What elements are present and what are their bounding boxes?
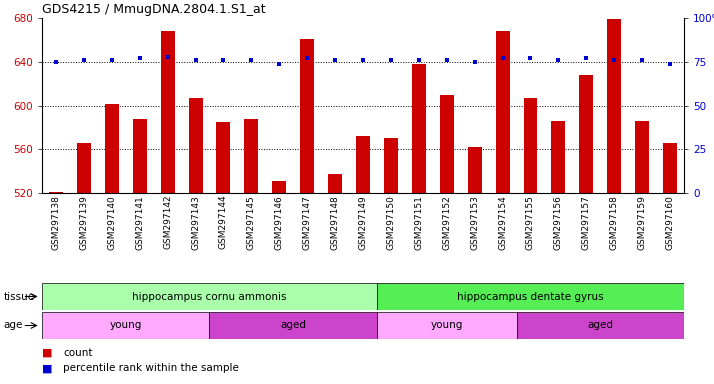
Point bbox=[190, 57, 201, 63]
Point bbox=[246, 57, 257, 63]
Bar bbox=[77, 143, 91, 193]
Bar bbox=[42, 312, 209, 339]
Text: GSM297141: GSM297141 bbox=[135, 195, 144, 250]
Point bbox=[413, 57, 425, 63]
Text: aged: aged bbox=[587, 321, 613, 331]
Bar bbox=[663, 143, 677, 193]
Bar bbox=[105, 104, 119, 193]
Point bbox=[134, 55, 146, 61]
Bar bbox=[551, 121, 565, 193]
Point bbox=[525, 55, 536, 61]
Point bbox=[636, 57, 648, 63]
Point bbox=[608, 57, 620, 63]
Text: GSM297155: GSM297155 bbox=[526, 195, 535, 250]
Point bbox=[218, 57, 229, 63]
Bar bbox=[244, 119, 258, 193]
Text: aged: aged bbox=[280, 321, 306, 331]
Bar bbox=[42, 283, 377, 310]
Text: GSM297153: GSM297153 bbox=[470, 195, 479, 250]
Bar bbox=[209, 312, 377, 339]
Text: GSM297142: GSM297142 bbox=[163, 195, 172, 249]
Bar bbox=[49, 192, 63, 193]
Text: GSM297158: GSM297158 bbox=[610, 195, 619, 250]
Point bbox=[553, 57, 564, 63]
Point bbox=[664, 60, 675, 66]
Point bbox=[273, 60, 285, 66]
Point bbox=[329, 57, 341, 63]
Bar bbox=[412, 64, 426, 193]
Point bbox=[301, 55, 313, 61]
Bar bbox=[607, 19, 621, 193]
Text: tissue: tissue bbox=[4, 291, 35, 301]
Bar bbox=[272, 181, 286, 193]
Point bbox=[357, 57, 368, 63]
Bar bbox=[300, 39, 314, 193]
Text: GSM297143: GSM297143 bbox=[191, 195, 200, 250]
Text: GSM297150: GSM297150 bbox=[386, 195, 396, 250]
Bar bbox=[635, 121, 649, 193]
Text: GSM297154: GSM297154 bbox=[498, 195, 507, 250]
Text: GSM297160: GSM297160 bbox=[665, 195, 675, 250]
Text: age: age bbox=[4, 321, 23, 331]
Text: young: young bbox=[431, 321, 463, 331]
Bar bbox=[384, 138, 398, 193]
Bar bbox=[377, 283, 684, 310]
Point bbox=[385, 57, 396, 63]
Text: ■: ■ bbox=[42, 363, 53, 373]
Text: GSM297157: GSM297157 bbox=[582, 195, 590, 250]
Point bbox=[441, 57, 453, 63]
Bar bbox=[328, 174, 342, 193]
Text: GSM297139: GSM297139 bbox=[79, 195, 89, 250]
Point bbox=[497, 55, 508, 61]
Text: GSM297159: GSM297159 bbox=[638, 195, 647, 250]
Bar bbox=[579, 75, 593, 193]
Text: young: young bbox=[109, 321, 142, 331]
Text: GSM297144: GSM297144 bbox=[219, 195, 228, 249]
Point bbox=[469, 59, 481, 65]
Point bbox=[580, 55, 592, 61]
Text: percentile rank within the sample: percentile rank within the sample bbox=[64, 363, 239, 373]
Bar bbox=[161, 31, 175, 193]
Text: GSM297145: GSM297145 bbox=[247, 195, 256, 250]
Text: GSM297152: GSM297152 bbox=[442, 195, 451, 250]
Text: GSM297151: GSM297151 bbox=[414, 195, 423, 250]
Text: hippocampus dentate gyrus: hippocampus dentate gyrus bbox=[457, 291, 604, 301]
Bar bbox=[468, 147, 482, 193]
Text: GSM297140: GSM297140 bbox=[107, 195, 116, 250]
Text: GSM297149: GSM297149 bbox=[358, 195, 368, 250]
Text: GSM297156: GSM297156 bbox=[554, 195, 563, 250]
Text: GSM297146: GSM297146 bbox=[275, 195, 283, 250]
Text: GSM297147: GSM297147 bbox=[303, 195, 312, 250]
Point bbox=[78, 57, 89, 63]
Text: GSM297148: GSM297148 bbox=[331, 195, 340, 250]
Bar bbox=[216, 122, 231, 193]
Point bbox=[106, 57, 118, 63]
Text: count: count bbox=[64, 348, 93, 358]
Text: ■: ■ bbox=[42, 348, 53, 358]
Text: hippocampus cornu ammonis: hippocampus cornu ammonis bbox=[132, 291, 287, 301]
Bar bbox=[377, 312, 516, 339]
Text: GDS4215 / MmugDNA.2804.1.S1_at: GDS4215 / MmugDNA.2804.1.S1_at bbox=[42, 3, 266, 16]
Point bbox=[50, 59, 61, 65]
Bar bbox=[523, 98, 538, 193]
Bar bbox=[440, 94, 453, 193]
Bar bbox=[356, 136, 370, 193]
Bar bbox=[496, 31, 510, 193]
Text: GSM297138: GSM297138 bbox=[51, 195, 61, 250]
Bar bbox=[516, 312, 684, 339]
Bar bbox=[133, 119, 146, 193]
Point bbox=[162, 53, 174, 60]
Bar bbox=[188, 98, 203, 193]
